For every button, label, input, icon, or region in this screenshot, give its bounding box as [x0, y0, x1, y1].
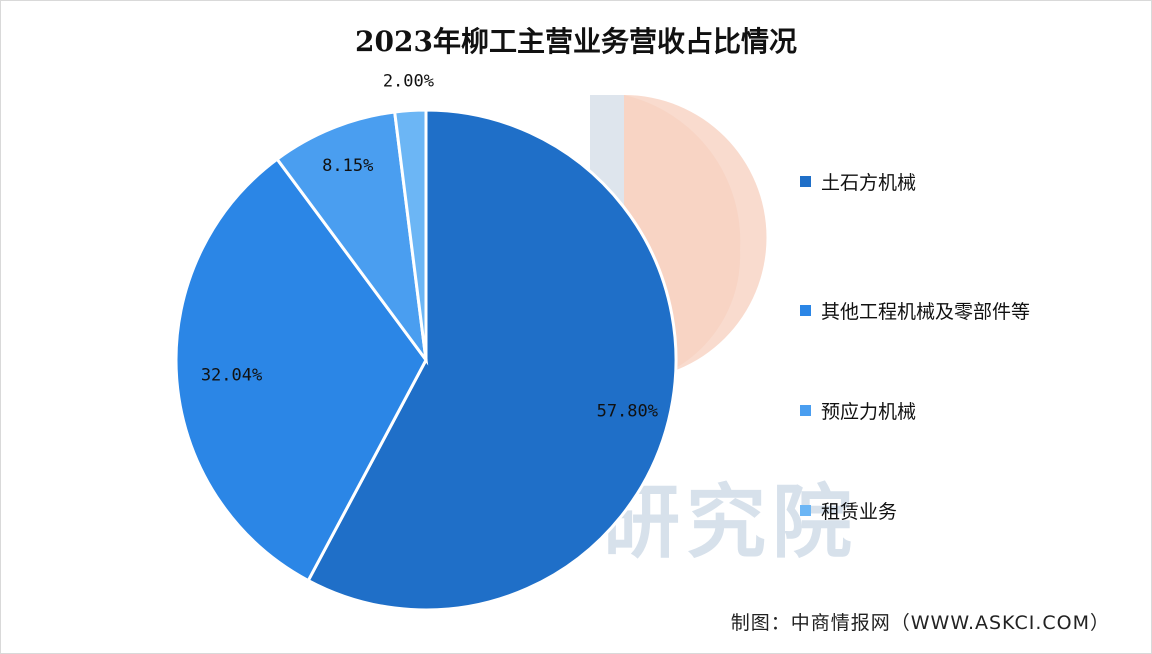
legend-swatch: [800, 504, 811, 516]
pie-slice: [275, 110, 429, 366]
legend-swatch: [800, 404, 811, 416]
legend: 土石方机械 其他工程机械及零部件等 预应力机械 租赁业务: [800, 160, 1030, 560]
legend-swatch: [800, 304, 811, 316]
source-note: 制图：中商情报网（WWW.ASKCI.COM）: [730, 612, 1110, 634]
legend-item: 其他工程机械及零部件等: [800, 260, 1030, 360]
pie-data-label: 57.80%: [597, 401, 658, 421]
legend-item: 预应力机械: [800, 360, 1030, 460]
pie-data-label: 32.04%: [201, 365, 262, 385]
legend-swatch: [800, 175, 811, 187]
pie-slice: [174, 157, 428, 583]
chart-title: 2023年柳工主营业务营收占比情况: [355, 25, 797, 58]
pie-data-label: 8.15%: [322, 156, 373, 176]
pie-slices: [174, 108, 678, 612]
legend-label: 租赁业务: [821, 500, 898, 523]
legend-item: 土石方机械: [800, 160, 1030, 202]
legend-item: 租赁业务: [800, 460, 1030, 560]
watermark-text: 研究院: [600, 476, 858, 569]
pie-slice: [306, 108, 678, 612]
pie-slice: [392, 108, 428, 361]
pie-data-labels: 57.80% 32.04% 8.15% 2.00%: [201, 72, 658, 422]
legend-label: 其他工程机械及零部件等: [821, 300, 1031, 323]
legend-label: 预应力机械: [821, 400, 917, 423]
pie-data-label: 2.00%: [383, 72, 434, 92]
legend-label: 土石方机械: [821, 171, 917, 194]
